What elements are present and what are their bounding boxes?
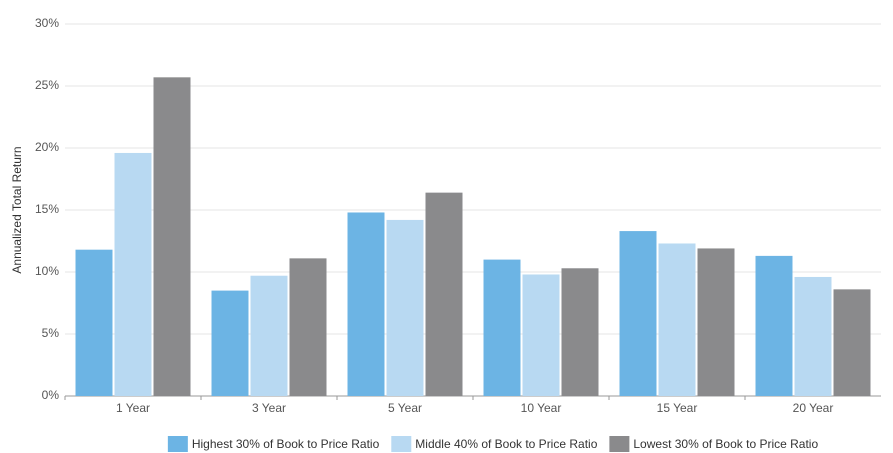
- legend-swatch: [391, 436, 412, 452]
- bar: [425, 192, 463, 396]
- bar: [833, 289, 871, 396]
- legend-label: Middle 40% of Book to Price Ratio: [415, 437, 597, 451]
- legend-swatch: [609, 436, 630, 452]
- bar: [561, 268, 599, 396]
- bar: [697, 248, 735, 396]
- bar: [347, 212, 385, 396]
- x-tick-label: 5 Year: [388, 401, 422, 415]
- bar: [250, 275, 288, 396]
- y-tick-label: 30%: [35, 16, 59, 30]
- y-tick-label: 5%: [42, 326, 60, 340]
- bar: [483, 259, 521, 396]
- legend-label: Lowest 30% of Book to Price Ratio: [633, 437, 818, 451]
- bar: [211, 290, 249, 396]
- bar: [619, 231, 657, 396]
- x-tick-label: 10 Year: [521, 401, 562, 415]
- bar: [75, 249, 113, 396]
- bar: [658, 243, 696, 396]
- x-tick-label: 3 Year: [252, 401, 286, 415]
- bar: [794, 276, 832, 396]
- bar: [114, 152, 152, 396]
- y-axis-label: Annualized Total Return: [10, 146, 24, 273]
- y-tick-label: 20%: [35, 140, 59, 154]
- bar: [289, 258, 327, 396]
- y-tick-label: 0%: [42, 388, 60, 402]
- y-tick-label: 15%: [35, 202, 59, 216]
- x-tick-label: 20 Year: [793, 401, 834, 415]
- y-tick-label: 25%: [35, 78, 59, 92]
- x-tick-label: 15 Year: [657, 401, 698, 415]
- y-tick-label: 10%: [35, 264, 59, 278]
- bar: [153, 77, 191, 396]
- x-tick-label: 1 Year: [116, 401, 150, 415]
- bar: [386, 219, 424, 396]
- legend-label: Highest 30% of Book to Price Ratio: [192, 437, 380, 451]
- legend-swatch: [167, 436, 188, 452]
- bar: [522, 274, 560, 396]
- bar: [755, 255, 793, 396]
